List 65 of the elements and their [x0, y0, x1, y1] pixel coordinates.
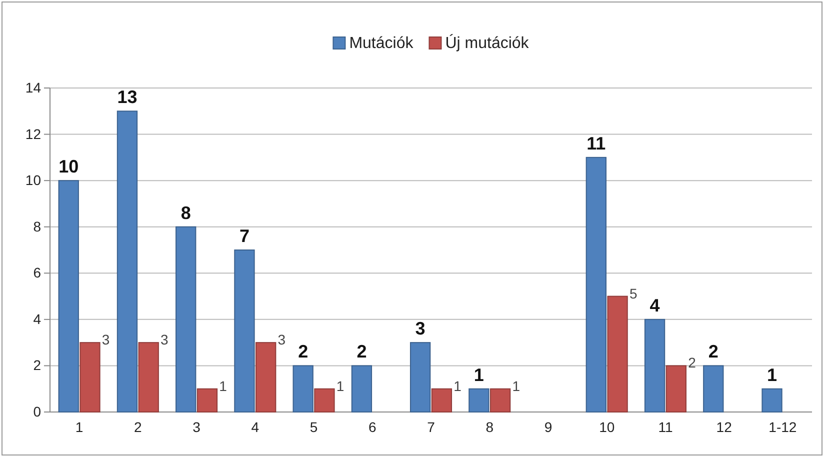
data-label: 5 — [629, 285, 638, 302]
x-tick-label: 7 — [427, 418, 436, 435]
bar — [116, 110, 138, 412]
data-label: 1 — [474, 364, 484, 385]
bar — [138, 342, 159, 412]
y-tick-label: 8 — [33, 218, 42, 234]
bar — [410, 342, 431, 412]
data-label: 3 — [160, 332, 169, 348]
data-label: 3 — [278, 332, 286, 348]
y-tick-label: 10 — [25, 172, 42, 188]
bar — [490, 388, 511, 412]
x-tick-label: 5 — [310, 418, 318, 435]
data-label: 2 — [708, 342, 718, 362]
bar — [196, 388, 218, 412]
data-label: 11 — [586, 133, 606, 154]
bar — [703, 365, 724, 412]
bar — [431, 388, 452, 412]
bar — [314, 388, 335, 412]
data-label: 13 — [117, 87, 138, 108]
data-label: 8 — [180, 202, 191, 223]
x-tick-label: 6 — [368, 418, 376, 435]
x-tick-label: 4 — [251, 418, 260, 435]
x-tick-label: 1 — [75, 418, 84, 435]
y-tick-label: 6 — [33, 264, 42, 281]
data-label: 2 — [298, 342, 308, 362]
legend-label: Mutációk — [349, 35, 414, 52]
x-tick-label: 12 — [716, 418, 732, 435]
y-tick-label: 12 — [25, 126, 42, 142]
data-label: 2 — [688, 354, 696, 371]
data-label: 3 — [415, 318, 426, 339]
x-tick-label: 9 — [544, 418, 552, 435]
bar — [762, 388, 782, 412]
data-label: 4 — [650, 295, 660, 316]
legend-label: Új mutációk — [445, 34, 530, 52]
data-label: 1 — [336, 378, 344, 394]
y-tick-label: 0 — [33, 403, 42, 420]
data-label: 1 — [454, 378, 462, 394]
x-tick-label: 3 — [192, 418, 201, 435]
bar — [607, 296, 628, 412]
bar — [176, 226, 196, 412]
x-tick-label: 10 — [599, 418, 615, 435]
bar — [80, 342, 100, 412]
y-tick-label: 4 — [33, 310, 42, 327]
bar — [468, 388, 490, 412]
y-tick-label: 2 — [33, 357, 42, 374]
y-tick-label: 14 — [25, 79, 42, 96]
data-label: 2 — [356, 342, 367, 362]
bar — [58, 180, 79, 412]
bar — [292, 365, 314, 412]
bar — [256, 342, 276, 412]
bar — [234, 250, 255, 412]
data-label: 7 — [239, 226, 250, 246]
data-label: 10 — [58, 156, 79, 177]
bar — [351, 365, 372, 412]
x-tick-label: 11 — [658, 418, 673, 435]
data-label: 3 — [102, 332, 110, 348]
data-label: 1 — [767, 364, 778, 385]
x-tick-label: 1-12 — [768, 418, 797, 435]
bar — [644, 318, 666, 412]
x-tick-label: 2 — [134, 418, 142, 435]
x-tick-label: 8 — [486, 418, 494, 435]
bar — [586, 156, 606, 412]
bar — [666, 365, 686, 412]
data-label: 1 — [512, 378, 520, 394]
data-label: 1 — [219, 378, 228, 394]
